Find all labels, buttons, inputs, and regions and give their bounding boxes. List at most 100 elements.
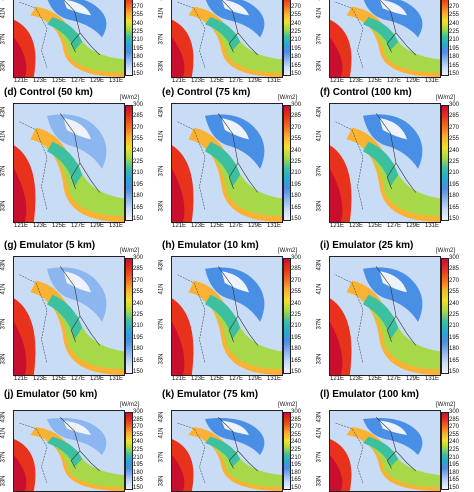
latitude-label: 33N	[158, 60, 165, 72]
latitude-labels: 33N 37N 41N 43N	[158, 410, 168, 490]
longitude-label: 121E	[171, 78, 187, 84]
longitude-label: 123E	[32, 78, 48, 84]
colorbar-tick-label: 240	[133, 20, 144, 27]
latitude-label: 37N	[158, 451, 165, 463]
latitude-label: 37N	[316, 33, 323, 45]
colorbar-tick-label: 270	[291, 424, 302, 431]
longitude-label: 121E	[171, 376, 187, 382]
colorbar-tick-label: 225	[291, 447, 302, 453]
colorbar-tick-label: 165	[291, 204, 302, 211]
units-label: [W/m2]	[278, 248, 297, 254]
colorbar-tick-label: 225	[449, 29, 460, 35]
longitude-label: 125E	[51, 78, 67, 84]
flux-contour-region	[63, 271, 91, 293]
colorbar-tick-label: 255	[291, 136, 302, 143]
longitude-label: 127E	[386, 223, 402, 229]
flux-contour-region	[205, 17, 241, 51]
longitude-label: 123E	[190, 376, 206, 382]
flux-contour-region	[41, 298, 124, 370]
colorbar-tick-label: 210	[133, 454, 144, 461]
colorbar-tick-label: 165	[291, 62, 302, 69]
colorbar	[441, 258, 449, 374]
latitude-label: 41N	[0, 7, 7, 19]
colorbar	[283, 0, 291, 76]
flux-contour-region	[14, 37, 27, 77]
flux-contour-region	[41, 19, 124, 73]
longitude-label: 123E	[190, 78, 206, 84]
colorbar-tick-label: 195	[449, 181, 460, 188]
colorbar-tick-label: 210	[291, 170, 302, 177]
units-label: [W/m2]	[436, 402, 455, 408]
longitude-label: 129E	[89, 223, 105, 229]
colorbar-tick-label: 180	[449, 346, 460, 353]
colorbar-tick-label: 255	[449, 289, 460, 296]
flux-map	[14, 0, 124, 77]
colorbar-tick-label: 270	[133, 424, 144, 431]
coastline-line	[335, 121, 364, 211]
colorbar-tick-label: 165	[133, 477, 144, 484]
latitude-label: 33N	[316, 200, 323, 212]
coastline-line	[217, 266, 259, 346]
colorbar-tick-label: 195	[133, 45, 144, 52]
latitude-labels: 33N 37N 41N 43N	[0, 0, 10, 76]
longitude-label: 123E	[32, 223, 48, 229]
coastline-line	[59, 113, 101, 193]
colorbar-tick-label: 270	[133, 277, 144, 284]
colorbar-tick-label: 270	[133, 124, 144, 131]
latitude-labels: 33N 37N 41N 43N	[0, 103, 10, 221]
colorbar-tick-label: 255	[291, 289, 302, 296]
colorbar-tick-label: 195	[133, 462, 144, 469]
flux-contour-region	[363, 114, 423, 169]
flux-contour-region	[379, 271, 407, 293]
flux-contour-region	[330, 37, 343, 77]
latitude-label: 43N	[0, 106, 7, 118]
colorbar-tick-label: 210	[291, 454, 302, 461]
colorbar-tick-label: 150	[449, 369, 460, 375]
panel-title: (e) Control (75 km)	[162, 87, 251, 98]
colorbar	[125, 412, 133, 490]
latitude-label: 37N	[0, 451, 7, 463]
flux-map	[14, 411, 124, 491]
coastline-line	[63, 0, 101, 56]
latitude-label: 33N	[158, 200, 165, 212]
longitude-label: 123E	[348, 223, 364, 229]
colorbar-tick-label: 180	[133, 193, 144, 200]
latitude-label: 41N	[158, 7, 165, 19]
panel-title: (h) Emulator (10 km)	[162, 240, 259, 251]
latitude-label: 37N	[316, 451, 323, 463]
colorbar	[441, 412, 449, 490]
colorbar-tick-label: 270	[291, 3, 302, 10]
latitude-label: 43N	[158, 106, 165, 118]
coastline-line	[335, 1, 364, 69]
flux-contour-region	[379, 118, 407, 140]
colorbar-tick-label: 150	[133, 216, 144, 222]
flux-contour-region	[63, 420, 91, 435]
latitude-label: 41N	[316, 427, 323, 439]
colorbar-tick-label: 195	[449, 462, 460, 469]
colorbar-tick-label: 240	[449, 439, 460, 446]
longitude-label: 121E	[171, 223, 187, 229]
latitude-label: 41N	[158, 282, 165, 295]
map-plot	[329, 0, 441, 78]
latitude-labels: 33N 37N 41N 43N	[316, 103, 326, 221]
colorbar-tick-label: 165	[291, 477, 302, 484]
colorbar-tick-label: 150	[133, 71, 144, 77]
colorbar-tick-label: 225	[449, 159, 460, 165]
colorbar-tick-label: 225	[449, 447, 460, 453]
flux-contour-region	[47, 17, 83, 51]
longitude-label: 125E	[209, 78, 225, 84]
colorbar-tick-label: 300	[133, 409, 144, 415]
latitude-label: 43N	[316, 411, 323, 423]
longitude-label: 129E	[247, 78, 263, 84]
latitude-label: 41N	[316, 282, 323, 295]
flux-contour-region	[221, 420, 249, 435]
latitude-label: 41N	[158, 129, 165, 142]
flux-contour-region	[172, 168, 185, 222]
latitude-label: 43N	[0, 411, 7, 423]
longitude-label: 131E	[108, 223, 124, 229]
colorbar-tick-label: 165	[449, 62, 460, 69]
latitude-label: 33N	[0, 353, 7, 365]
colorbar-tick-label: 195	[133, 334, 144, 341]
flux-contour-region	[47, 418, 107, 455]
coastline-line	[217, 113, 259, 193]
